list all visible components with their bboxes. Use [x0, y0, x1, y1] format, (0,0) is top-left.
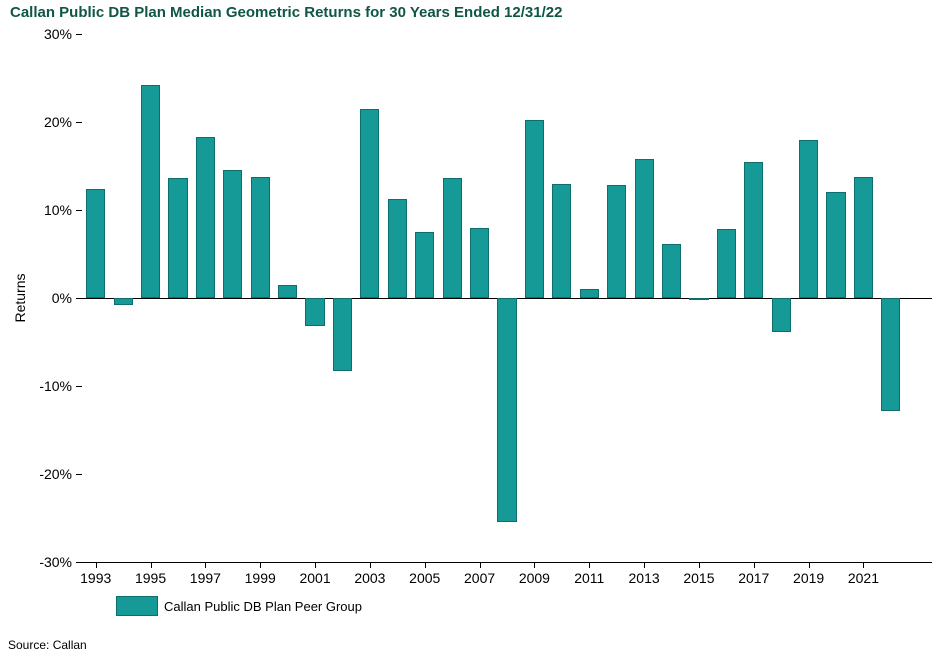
legend: Callan Public DB Plan Peer Group	[116, 596, 362, 616]
source-text: Source: Callan	[8, 638, 87, 652]
bar	[497, 298, 516, 522]
x-tick-label: 2003	[345, 570, 395, 586]
bar	[114, 298, 133, 305]
bar	[689, 298, 708, 300]
x-tick-label: 2019	[784, 570, 834, 586]
x-tick	[370, 562, 371, 568]
x-tick	[260, 562, 261, 568]
x-tick	[809, 562, 810, 568]
x-tick-label: 1993	[71, 570, 121, 586]
y-tick-label: 0%	[52, 290, 72, 306]
x-tick	[754, 562, 755, 568]
x-tick-label: 2013	[619, 570, 669, 586]
y-tick	[76, 474, 82, 475]
y-tick	[76, 122, 82, 123]
x-tick-label: 1995	[126, 570, 176, 586]
x-tick-label: 2001	[290, 570, 340, 586]
bar	[635, 159, 654, 298]
y-tick-label: 20%	[44, 114, 72, 130]
chart-title: Callan Public DB Plan Median Geometric R…	[10, 4, 562, 21]
bar	[854, 177, 873, 298]
x-tick-label: 2021	[838, 570, 888, 586]
bar	[141, 85, 160, 298]
bar	[443, 178, 462, 298]
bar	[826, 192, 845, 298]
x-tick	[863, 562, 864, 568]
x-axis-bottom-line	[82, 562, 932, 563]
bar	[881, 298, 900, 411]
x-tick	[96, 562, 97, 568]
legend-swatch	[116, 596, 158, 616]
bar	[415, 232, 434, 298]
bar	[86, 189, 105, 298]
chart-frame: Callan Public DB Plan Median Geometric R…	[0, 0, 948, 660]
y-tick-label: -30%	[39, 554, 72, 570]
y-tick-label: -10%	[39, 378, 72, 394]
y-tick	[76, 562, 82, 563]
bar	[223, 170, 242, 298]
x-tick-label: 2007	[455, 570, 505, 586]
x-tick-label: 1999	[235, 570, 285, 586]
y-tick-label: -20%	[39, 466, 72, 482]
x-tick-label: 2015	[674, 570, 724, 586]
y-tick	[76, 34, 82, 35]
legend-label: Callan Public DB Plan Peer Group	[164, 599, 362, 614]
x-tick	[644, 562, 645, 568]
x-tick-label: 1997	[180, 570, 230, 586]
x-tick	[480, 562, 481, 568]
y-tick-label: 10%	[44, 202, 72, 218]
bar	[305, 298, 324, 326]
bar	[360, 109, 379, 298]
bar	[196, 137, 215, 298]
bar	[251, 177, 270, 298]
bar	[744, 162, 763, 298]
x-tick-label: 2017	[729, 570, 779, 586]
bar	[662, 244, 681, 298]
y-tick-label: 30%	[44, 26, 72, 42]
bar	[772, 298, 791, 332]
bar	[607, 185, 626, 298]
bar	[525, 120, 544, 298]
bar	[168, 178, 187, 298]
x-tick-label: 2011	[564, 570, 614, 586]
x-tick	[205, 562, 206, 568]
y-tick	[76, 386, 82, 387]
x-tick	[699, 562, 700, 568]
bar	[470, 228, 489, 298]
bar	[580, 289, 599, 298]
bar	[333, 298, 352, 371]
x-tick	[425, 562, 426, 568]
x-tick-label: 2005	[400, 570, 450, 586]
x-tick	[589, 562, 590, 568]
x-tick-label: 2009	[509, 570, 559, 586]
x-tick	[151, 562, 152, 568]
bar	[799, 140, 818, 298]
y-axis-label: Returns	[12, 273, 28, 322]
bar	[278, 285, 297, 298]
bar	[388, 199, 407, 298]
x-tick	[534, 562, 535, 568]
bar	[552, 184, 571, 298]
y-tick	[76, 298, 82, 299]
bar	[717, 229, 736, 298]
x-tick	[315, 562, 316, 568]
y-tick	[76, 210, 82, 211]
